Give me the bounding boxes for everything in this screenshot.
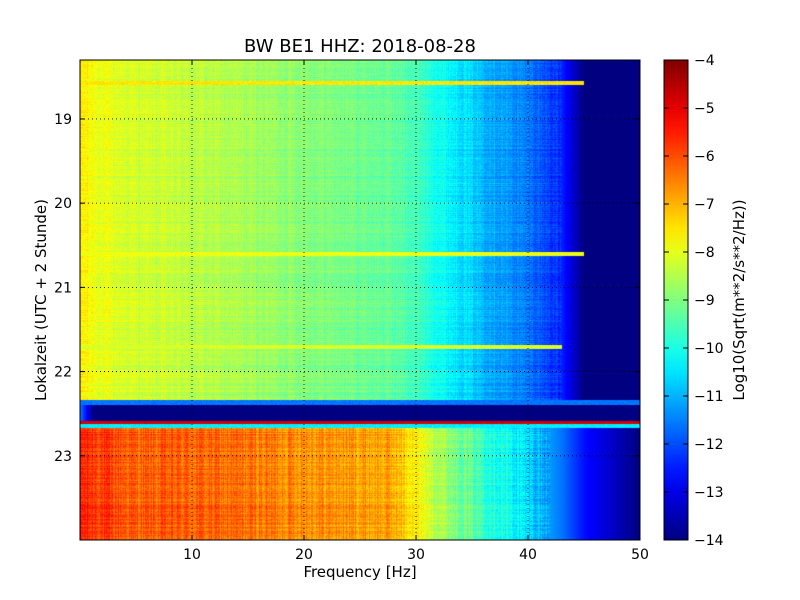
colorbar-tick-label: −10 (694, 341, 724, 357)
y-axis-label: Lokalzeit (UTC + 2 Stunde) (32, 199, 50, 401)
colorbar-ticks: −4 −5 −6 −7 −8 −9 −10 −11 −12 −13 −14 (664, 53, 724, 549)
x-tick-label: 10 (183, 547, 201, 563)
colorbar-tick-label: −8 (694, 245, 715, 261)
y-axis: 19 20 21 22 23 (54, 112, 640, 465)
x-tick-label: 50 (631, 547, 649, 563)
colorbar-tick-label: −4 (694, 53, 715, 69)
colorbar-tick-label: −7 (694, 197, 715, 213)
heatmap-canvas (80, 60, 640, 540)
x-tick-label: 30 (407, 547, 425, 563)
colorbar-tick-label: −14 (694, 533, 724, 549)
colorbar-tick-label: −6 (694, 149, 715, 165)
x-axis-label: Frequency [Hz] (303, 563, 416, 581)
x-tick-label: 40 (519, 547, 537, 563)
colorbar-tick-label: −12 (694, 437, 724, 453)
y-tick-label: 23 (54, 449, 72, 465)
x-axis: 10 20 30 40 50 (183, 60, 649, 563)
colorbar-tick-label: −13 (694, 485, 724, 501)
x-tick-label: 20 (295, 547, 313, 563)
y-tick-label: 19 (54, 112, 72, 128)
grid-lines (80, 60, 640, 540)
heatmap-container (80, 60, 640, 540)
colorbar-tick-label: −11 (694, 389, 724, 405)
plot-frame (79, 59, 641, 541)
colorbar-label: Log10(Sqrt(m**2/s**2/Hz)) (730, 199, 748, 400)
colorbar-tick-label: −9 (694, 293, 715, 309)
y-tick-label: 20 (54, 196, 72, 212)
y-tick-label: 21 (54, 280, 72, 296)
y-tick-label: 22 (54, 365, 72, 381)
chart-title: BW BE1 HHZ: 2018-08-28 (244, 36, 476, 57)
colorbar-tick-label: −5 (694, 101, 715, 117)
